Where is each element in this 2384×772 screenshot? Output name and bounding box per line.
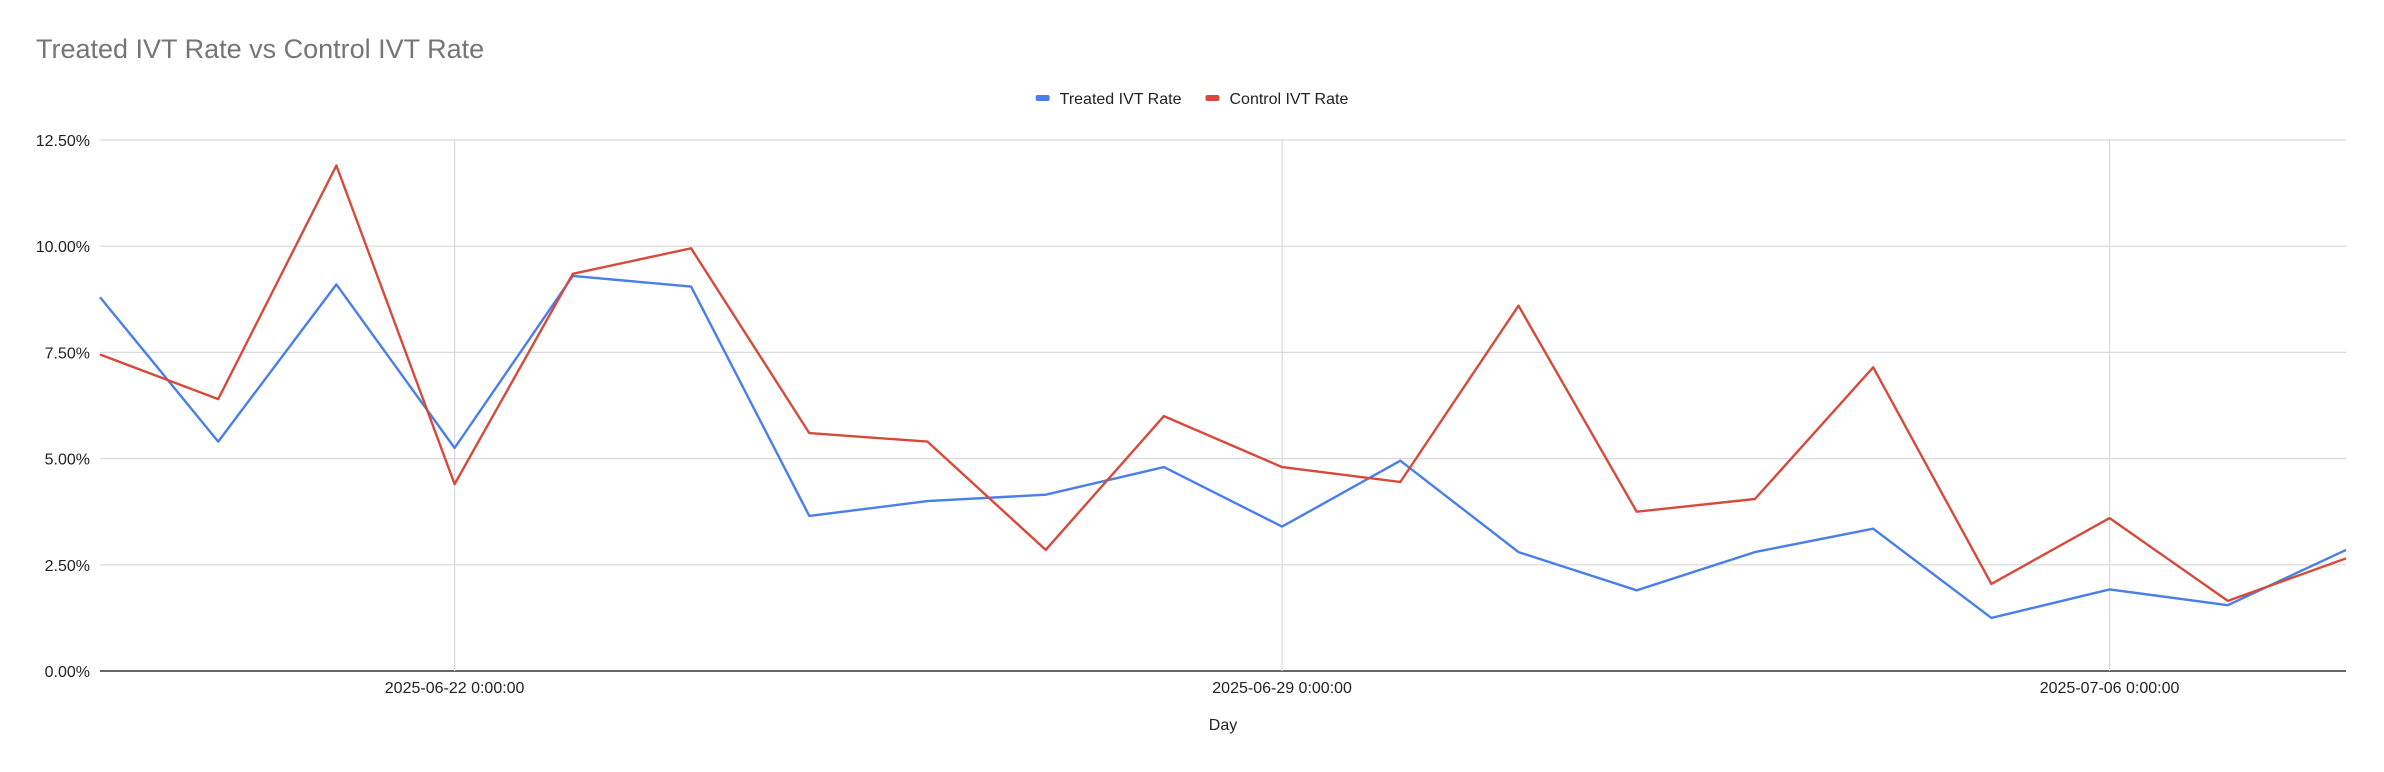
x-tick-label: 2025-07-06 0:00:00 — [2040, 680, 2180, 697]
y-tick-label: 5.00% — [45, 452, 90, 469]
y-tick-label: 7.50% — [45, 345, 90, 362]
y-tick-label: 10.00% — [36, 239, 90, 256]
legend-label: Treated IVT Rate — [1060, 91, 1182, 108]
x-axis-ticks: 2025-06-22 0:00:00 2025-06-29 0:00:00 2025… — [385, 680, 2180, 697]
legend-label: Control IVT Rate — [1229, 91, 1348, 108]
legend: Treated IVT Rate Control IVT Rate — [1035, 91, 1348, 108]
legend-swatch — [1035, 95, 1050, 101]
series-line — [99, 274, 2347, 620]
y-tick-label: 2.50% — [45, 558, 90, 575]
legend-swatch — [1205, 95, 1220, 101]
y-tick-label: 12.50% — [36, 133, 90, 150]
y-tick-label: 0.00% — [45, 664, 90, 681]
y-axis-ticks: 0.00% 2.50% 5.00% 7.50% 10.00% 12.50% — [36, 133, 90, 681]
grid-lines — [100, 139, 2346, 672]
series-lines — [99, 164, 2347, 620]
series-line — [99, 164, 2347, 603]
x-axis-title: Day — [1209, 717, 1237, 734]
x-tick-label: 2025-06-29 0:00:00 — [1212, 680, 1352, 697]
chart-title: Treated IVT Rate vs Control IVT Rate — [36, 34, 485, 64]
x-tick-label: 2025-06-22 0:00:00 — [385, 680, 525, 697]
